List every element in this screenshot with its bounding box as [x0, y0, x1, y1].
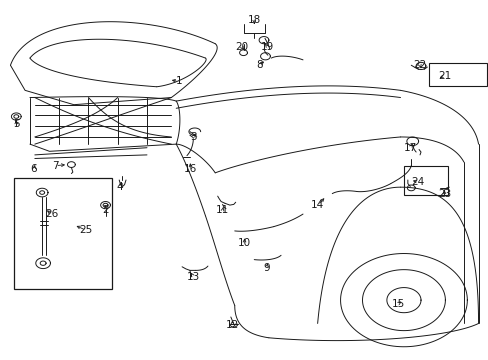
- Text: 13: 13: [186, 272, 200, 282]
- Text: 18: 18: [247, 15, 260, 26]
- Text: 17: 17: [403, 143, 416, 153]
- Text: 26: 26: [45, 209, 59, 219]
- Text: 3: 3: [190, 132, 196, 142]
- Text: 6: 6: [30, 164, 37, 174]
- Text: 15: 15: [391, 299, 404, 309]
- Text: 10: 10: [238, 238, 250, 248]
- Text: 19: 19: [261, 42, 274, 52]
- Text: 23: 23: [437, 189, 450, 199]
- Text: 12: 12: [225, 320, 239, 330]
- Bar: [428, 63, 487, 86]
- Text: 22: 22: [412, 60, 426, 70]
- Bar: [404, 166, 447, 195]
- Text: 25: 25: [79, 225, 92, 235]
- Text: 8: 8: [255, 60, 262, 70]
- Text: 2: 2: [102, 206, 109, 216]
- Text: 11: 11: [216, 206, 229, 216]
- Text: 20: 20: [235, 42, 248, 52]
- Bar: [14, 178, 112, 289]
- Text: 4: 4: [117, 182, 123, 192]
- Text: 21: 21: [437, 71, 450, 81]
- Text: 24: 24: [410, 177, 424, 187]
- Text: 9: 9: [263, 263, 269, 273]
- Text: 7: 7: [52, 161, 59, 171]
- Text: 5: 5: [13, 120, 20, 129]
- Text: 1: 1: [175, 76, 182, 86]
- Text: 14: 14: [310, 200, 324, 210]
- Text: 16: 16: [184, 164, 197, 174]
